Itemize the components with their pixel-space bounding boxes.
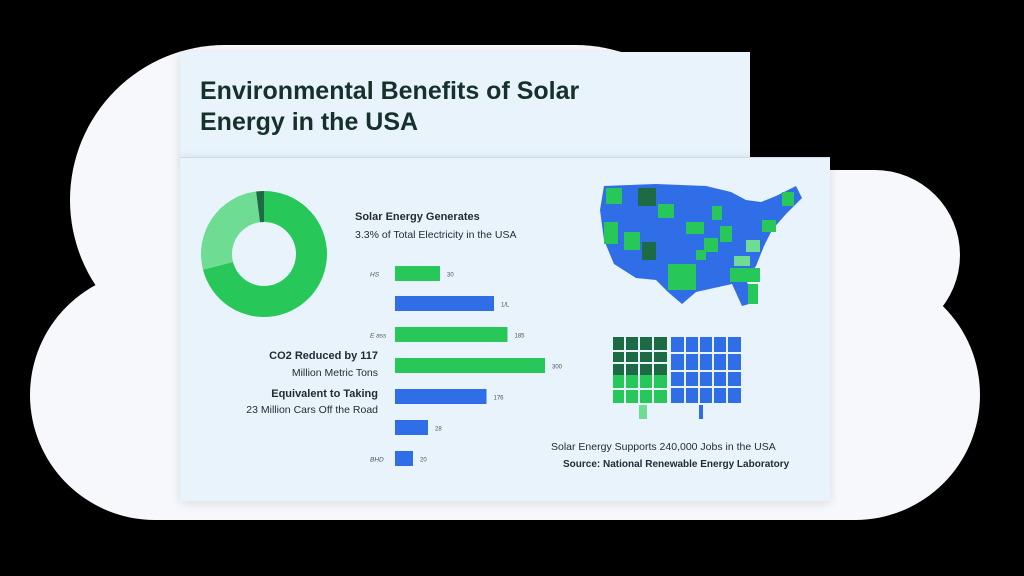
bar [395, 420, 428, 435]
map-state [712, 206, 722, 220]
bar-value-label: 20 [420, 458, 427, 464]
bar-value-label: 300 [552, 365, 563, 371]
map-state [782, 192, 794, 206]
bar-value-label: 30 [447, 273, 454, 279]
bar [395, 296, 494, 311]
bar [395, 266, 440, 281]
map-state [606, 188, 622, 204]
map-state [748, 284, 758, 304]
map-state [624, 232, 640, 250]
bar [395, 389, 487, 404]
map-state [686, 222, 704, 234]
map-state [734, 256, 750, 266]
map-state [642, 242, 656, 260]
bar-value-label: 176 [494, 396, 505, 402]
map-state [668, 264, 696, 290]
bar [395, 451, 413, 466]
map-state [720, 226, 732, 242]
map-state [762, 220, 776, 232]
map-state [704, 238, 718, 252]
panel-stand [699, 405, 703, 419]
panel-stand [639, 405, 647, 419]
bar-value-label: 185 [515, 334, 526, 340]
map-state [746, 240, 760, 252]
map-state [696, 250, 706, 260]
map-state [604, 222, 618, 244]
map-state [638, 188, 656, 206]
bar [395, 358, 545, 373]
bar-value-label: 1/L [501, 303, 510, 309]
usa-map [596, 180, 806, 310]
map-state [730, 268, 760, 282]
bar-category-label: HS [370, 272, 380, 279]
bar-category-label: BHD [370, 457, 384, 464]
bar [395, 327, 508, 342]
map-state [658, 204, 674, 218]
donut-slice [201, 191, 260, 269]
bar-category-label: E ass [370, 333, 387, 340]
solar-panel-illustration [605, 333, 745, 423]
bar-value-label: 28 [435, 427, 442, 433]
chart-layer: 30 HS 1/L 185 E ass 300 176 28 20 BHD [0, 0, 1024, 576]
